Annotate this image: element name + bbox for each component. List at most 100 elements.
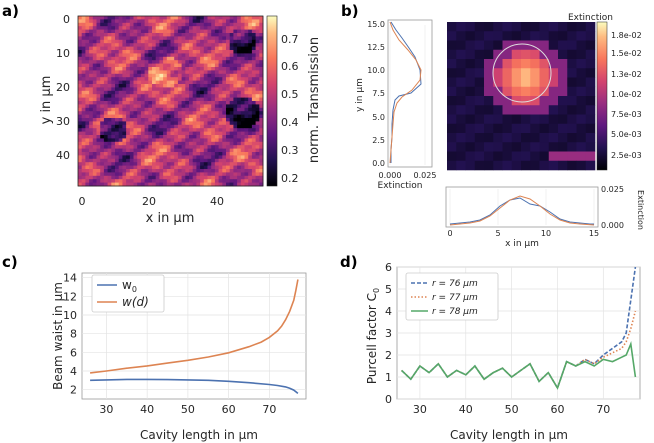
heatmap-cell — [244, 43, 249, 47]
heatmap-cell — [207, 172, 212, 177]
heatmap-cell — [229, 145, 234, 149]
heatmap-cell — [174, 33, 179, 37]
heatmap-cell — [115, 70, 120, 75]
heatmap-cell — [207, 179, 212, 183]
heatmap-cell — [185, 39, 190, 44]
heatmap-cell — [255, 131, 260, 136]
heatmap-cell — [259, 169, 264, 173]
heatmap-cell — [222, 22, 227, 27]
heatmap-cell — [218, 107, 223, 112]
heatmap-cell — [81, 141, 86, 146]
heatmap-cell — [244, 152, 249, 156]
heatmap-cell — [78, 179, 83, 183]
heatmap-cell — [251, 175, 256, 180]
heatmap-cell — [126, 145, 131, 149]
heatmap-cell — [229, 101, 234, 105]
heatmap-cell — [189, 73, 194, 78]
heatmap-cell — [152, 19, 157, 24]
heatmap-cell — [222, 29, 227, 34]
heatmap-cell — [192, 94, 197, 98]
heatmap-cell — [140, 50, 145, 54]
heatmap-cell — [81, 104, 86, 109]
heatmap-cell — [96, 26, 101, 30]
heatmap-cell — [111, 87, 116, 92]
heatmap-cell — [177, 114, 182, 119]
heatmap-cell — [89, 33, 94, 37]
heatmap-cell — [159, 101, 164, 105]
heatmap-cell — [226, 19, 231, 24]
heatmap-cell — [181, 90, 186, 95]
heatmap-cell — [214, 121, 219, 126]
heatmap-cell — [511, 49, 522, 60]
heatmap-cell — [129, 56, 134, 61]
heatmap-cell — [155, 182, 160, 187]
heatmap-cell — [140, 29, 145, 34]
heatmap-cell — [170, 46, 175, 51]
heatmap-cell — [196, 84, 201, 88]
heatmap-cell — [159, 182, 164, 187]
heatmap-cell — [237, 73, 242, 78]
heatmap-cell — [214, 101, 219, 105]
heatmap-cell — [502, 86, 513, 97]
heatmap-cell — [484, 59, 494, 69]
heatmap-cell — [493, 59, 503, 69]
heatmap-cell — [211, 36, 216, 41]
heatmap-cell — [237, 53, 242, 58]
heatmap-cell — [174, 90, 179, 95]
heatmap-cell — [140, 19, 145, 24]
heatmap-cell — [240, 26, 245, 30]
heatmap-cell — [118, 118, 123, 122]
heatmap-cell — [530, 59, 540, 69]
heatmap-cell — [233, 19, 238, 24]
heatmap-cell — [166, 169, 171, 173]
heatmap-cell — [89, 26, 94, 30]
tick-label: 10 — [56, 47, 70, 60]
heatmap-cell — [196, 141, 201, 146]
heatmap-cell — [115, 138, 120, 143]
heatmap-cell — [89, 169, 94, 173]
heatmap-cell — [211, 155, 216, 160]
heatmap-cell — [100, 111, 105, 115]
heatmap-cell — [137, 97, 142, 102]
heatmap-cell — [85, 16, 90, 20]
heatmap-cell — [122, 19, 127, 24]
heatmap-cell — [218, 77, 223, 81]
heatmap-cell — [137, 90, 142, 95]
heatmap-cell — [122, 77, 127, 81]
heatmap-cell — [214, 63, 219, 68]
heatmap-cell — [248, 152, 253, 156]
heatmap-cell — [126, 131, 131, 136]
heatmap-cell — [229, 111, 234, 115]
heatmap-cell — [229, 77, 234, 81]
heatmap-cell — [133, 50, 138, 54]
heatmap-cell — [226, 46, 231, 51]
heatmap-cell — [170, 138, 175, 143]
heatmap-cell — [185, 33, 190, 37]
heatmap-cell — [237, 84, 242, 88]
heatmap-cell — [89, 87, 94, 92]
heatmap-cell — [237, 162, 242, 166]
heatmap-cell — [122, 131, 127, 136]
heatmap-cell — [115, 152, 120, 156]
heatmap-cell — [81, 43, 86, 47]
heatmap-cell — [240, 22, 245, 27]
heatmap-cell — [203, 26, 208, 30]
heatmap-cell — [159, 16, 164, 20]
heatmap-cell — [465, 40, 476, 51]
heatmap-cell — [207, 63, 212, 68]
heatmap-cell — [140, 118, 145, 122]
heatmap-cell — [447, 86, 457, 97]
panel-b-yprofile-fit — [389, 21, 422, 164]
heatmap-cell — [133, 56, 138, 61]
heatmap-cell — [174, 169, 179, 173]
panel-b-bottom-ylabel: Extinction — [636, 190, 645, 230]
tick-label: 1 — [385, 371, 392, 384]
heatmap-cell — [474, 22, 485, 32]
heatmap-cell — [484, 68, 494, 78]
heatmap-cell — [185, 138, 190, 143]
heatmap-cell — [237, 90, 242, 95]
heatmap-cell — [502, 22, 513, 32]
heatmap-cell — [465, 77, 476, 88]
heatmap-cell — [251, 152, 256, 156]
